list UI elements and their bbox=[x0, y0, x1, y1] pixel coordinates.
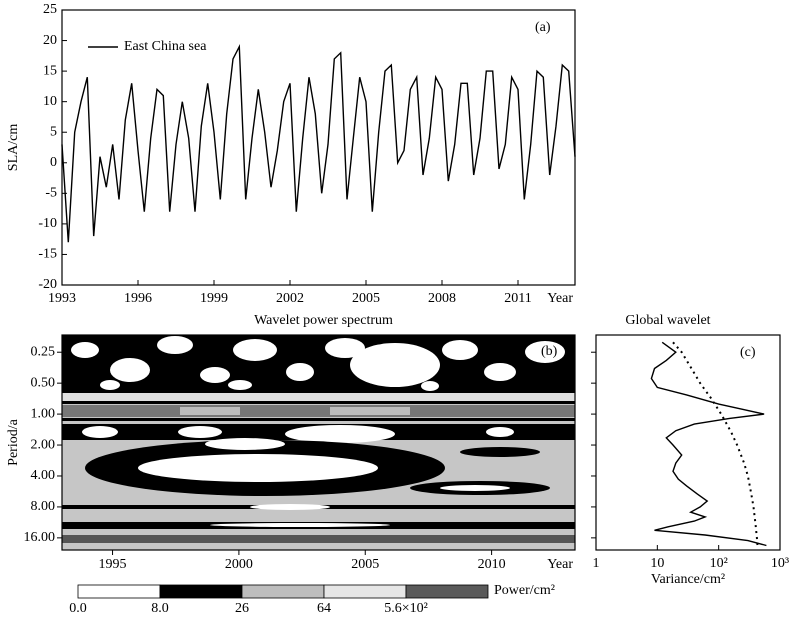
x-tick-label: 10² bbox=[710, 556, 728, 571]
wavelet-image bbox=[62, 335, 575, 550]
x-tick-label: 10 bbox=[650, 556, 664, 571]
y-tick-label: 0.25 bbox=[31, 344, 56, 359]
panel-label: (b) bbox=[541, 344, 558, 359]
colorbar-tick-label: 5.6×10² bbox=[384, 601, 428, 616]
x-tick-label: 2008 bbox=[428, 291, 456, 306]
y-tick-label: -10 bbox=[38, 216, 57, 231]
panel-label: (a) bbox=[535, 20, 551, 35]
y-tick-label: 4.00 bbox=[31, 468, 56, 483]
y-tick-label: 15 bbox=[43, 63, 57, 78]
x-tick-label: 2005 bbox=[351, 557, 379, 572]
colorbar-tick-label: 64 bbox=[317, 601, 331, 616]
colorbar-tick-label: 0.0 bbox=[69, 601, 87, 616]
x-tick-label: 2010 bbox=[478, 557, 506, 572]
x-axis-unit: Year bbox=[547, 291, 573, 306]
x-axis-label: Variance/cm² bbox=[651, 572, 725, 587]
y-tick-label: 5 bbox=[50, 124, 57, 139]
y-tick-label: 2.00 bbox=[31, 437, 56, 452]
colorbar-cell bbox=[159, 584, 243, 599]
panel-label: (c) bbox=[740, 345, 756, 360]
colorbar-cell bbox=[323, 584, 407, 599]
y-tick-label: 25 bbox=[43, 2, 57, 17]
colorbar-tick-label: 26 bbox=[235, 601, 249, 616]
y-axis-label: SLA/cm bbox=[6, 124, 21, 172]
y-tick-label: 1.00 bbox=[31, 406, 56, 421]
y-tick-label: 20 bbox=[43, 33, 57, 48]
y-tick-label: 10 bbox=[43, 94, 57, 109]
plot-frame bbox=[595, 334, 781, 551]
data-line bbox=[672, 341, 759, 546]
x-tick-label: 10³ bbox=[771, 556, 789, 571]
y-axis-label: Period/a bbox=[6, 418, 21, 465]
x-tick-label: 2005 bbox=[352, 291, 380, 306]
y-tick-label: 0 bbox=[50, 155, 57, 170]
chart-title: Global wavelet bbox=[625, 313, 710, 328]
y-tick-label: -15 bbox=[38, 247, 57, 262]
data-line bbox=[650, 341, 767, 547]
x-tick-label: 2002 bbox=[276, 291, 304, 306]
y-tick-label: -5 bbox=[45, 186, 57, 201]
y-tick-label: -20 bbox=[38, 277, 57, 292]
plot-frame bbox=[61, 334, 576, 551]
chart-title: Wavelet power spectrum bbox=[254, 313, 393, 328]
x-tick-label: 1999 bbox=[200, 291, 228, 306]
colorbar-label: Power/cm² bbox=[494, 583, 555, 598]
data-line bbox=[61, 44, 576, 243]
y-tick-label: 8.00 bbox=[31, 499, 56, 514]
y-tick-label: 0.50 bbox=[31, 375, 56, 390]
x-tick-label: 1995 bbox=[99, 557, 127, 572]
x-tick-label: 2000 bbox=[225, 557, 253, 572]
x-axis-unit: Year bbox=[547, 557, 573, 572]
x-tick-label: 1 bbox=[593, 556, 600, 571]
colorbar-cell bbox=[77, 584, 161, 599]
x-tick-label: 1993 bbox=[48, 291, 76, 306]
y-tick-label: 16.00 bbox=[24, 530, 56, 545]
x-tick-label: 1996 bbox=[124, 291, 152, 306]
colorbar-tick-label: 8.0 bbox=[151, 601, 169, 616]
colorbar-cell bbox=[405, 584, 489, 599]
colorbar-cell bbox=[241, 584, 325, 599]
x-tick-label: 2011 bbox=[504, 291, 531, 306]
legend-label: East China sea bbox=[124, 39, 207, 54]
